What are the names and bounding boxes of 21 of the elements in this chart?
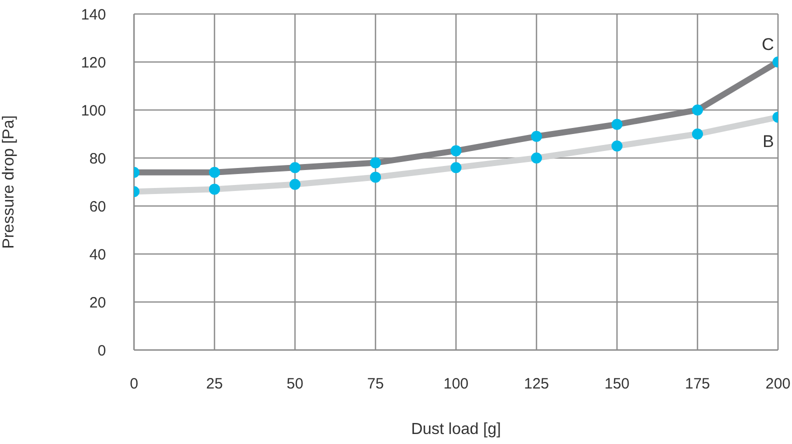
y-tick-label: 140 xyxy=(80,6,106,24)
y-axis-title: Pressure drop [Pa] xyxy=(0,115,18,249)
y-tick-label: 120 xyxy=(80,54,106,72)
y-tick-label: 100 xyxy=(80,102,106,120)
x-tick-label: 0 xyxy=(130,376,138,393)
y-tick-label: 20 xyxy=(89,294,106,312)
y-tick-label: 80 xyxy=(89,150,106,168)
x-tick-label: 175 xyxy=(684,376,710,393)
x-tick-label: 25 xyxy=(206,376,223,393)
x-tick-label: 50 xyxy=(286,376,304,393)
x-axis-title: Dust load [g] xyxy=(411,421,501,438)
x-tick-label: 75 xyxy=(367,376,384,393)
x-tick-label: 200 xyxy=(765,376,791,393)
y-tick-label: 40 xyxy=(89,246,106,264)
series-label: C xyxy=(762,35,774,54)
x-tick-label: 100 xyxy=(443,376,469,393)
x-tick-label: 125 xyxy=(524,376,550,393)
y-tick-label: 0 xyxy=(98,342,106,360)
x-tick-label: 150 xyxy=(604,376,630,393)
series-label: B xyxy=(762,132,774,152)
y-tick-label: 60 xyxy=(89,198,106,216)
